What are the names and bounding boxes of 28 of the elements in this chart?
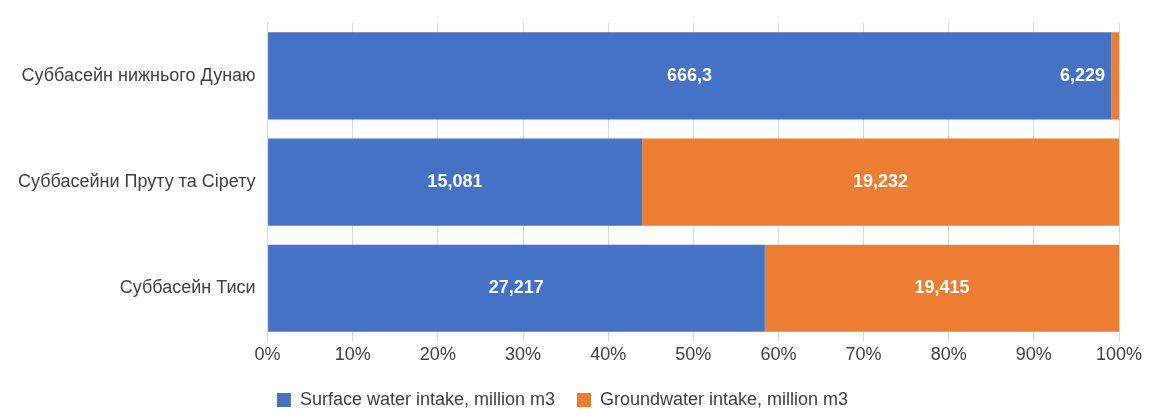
x-tick-label: 70% xyxy=(845,344,882,365)
y-tick-label: Суббасейн Тиси xyxy=(119,277,256,298)
annotation: 666,3 xyxy=(666,64,712,85)
legend-label: Surface water intake, million m3 xyxy=(299,388,555,409)
x-tick-label: 100% xyxy=(1095,344,1143,365)
annotation: 15,081 xyxy=(427,171,483,192)
x-tick-label: 40% xyxy=(590,344,627,365)
y-tick-label: Суббасейни Пруту та Сірету xyxy=(17,171,256,192)
bar xyxy=(1111,32,1119,120)
x-tick-label: 0% xyxy=(254,344,281,365)
annotation: 6,229 xyxy=(1059,64,1105,85)
x-tick-label: 90% xyxy=(1015,344,1052,365)
annotation: 19,232 xyxy=(853,171,909,192)
annotation: 19,415 xyxy=(914,277,970,298)
x-tick-label: 30% xyxy=(505,344,542,365)
x-tick-label: 50% xyxy=(675,344,712,365)
bar xyxy=(268,244,765,332)
legend-label: Groundwater intake, million m3 xyxy=(600,388,849,409)
bar xyxy=(642,138,1119,226)
bar xyxy=(764,244,1119,332)
x-tick-label: 80% xyxy=(930,344,967,365)
bar xyxy=(268,138,643,226)
bar xyxy=(268,32,1112,120)
x-tick-label: 60% xyxy=(760,344,797,365)
x-tick-label: 10% xyxy=(334,344,371,365)
y-tick-label: Суббасейн нижнього Дунаю xyxy=(21,64,256,85)
annotation: 27,217 xyxy=(488,277,544,298)
x-tick-label: 20% xyxy=(419,344,456,365)
